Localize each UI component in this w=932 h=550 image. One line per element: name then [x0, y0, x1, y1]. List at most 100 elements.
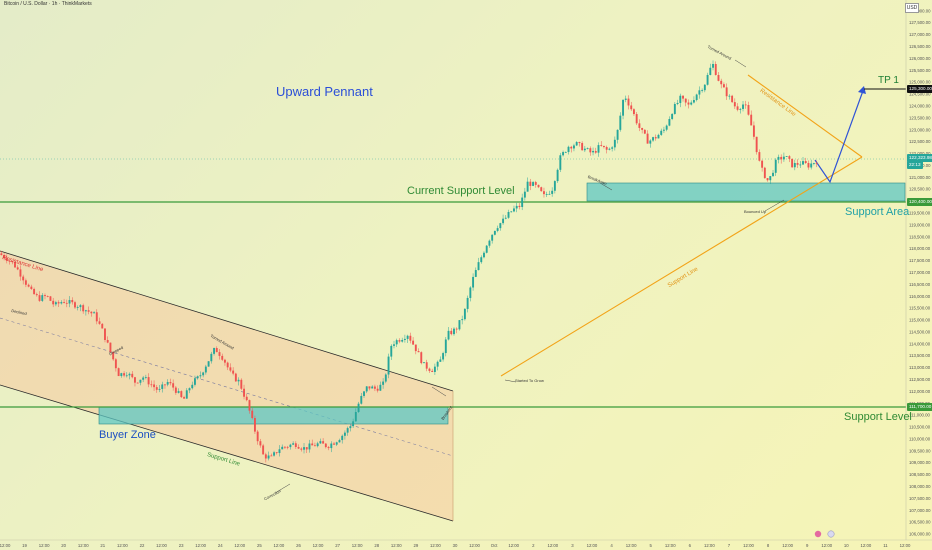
candle-body: [780, 156, 783, 160]
candle-body: [439, 359, 442, 362]
candle-body: [507, 212, 510, 218]
candle-body: [714, 63, 717, 75]
candle-body: [523, 191, 526, 198]
candle-body: [761, 160, 764, 168]
candle-body: [24, 280, 27, 285]
candle-body: [662, 129, 665, 131]
candle-body: [131, 373, 134, 378]
candle-body: [793, 163, 796, 168]
candle-body: [194, 378, 196, 385]
candle-body: [425, 362, 428, 369]
time-tick-label: Oct: [491, 543, 498, 548]
candle-body: [815, 163, 818, 164]
event-icon-1[interactable]: [814, 530, 822, 538]
candle-body: [496, 228, 499, 231]
candle-body: [283, 446, 286, 448]
candle-body: [245, 396, 248, 401]
channel-resistance-line[interactable]: [0, 250, 454, 392]
currency-button[interactable]: USD: [905, 3, 919, 13]
price-tick-label: 120,500.00: [909, 187, 931, 192]
candle-body: [213, 348, 215, 354]
buyer-zone-box[interactable]: [98, 406, 449, 425]
price-tick-label: 125,500.00: [909, 68, 931, 73]
candle-body: [791, 158, 794, 168]
candlestick-series: [0, 60, 818, 463]
price-tick-label: 122,500.00: [909, 139, 931, 144]
candle-body: [747, 105, 750, 115]
symbol-title: Bitcoin / U.S. Dollar · 1h · ThinkMarket…: [4, 1, 92, 7]
candle-body: [444, 339, 447, 354]
candle-body: [474, 270, 477, 277]
support-area-box[interactable]: [586, 182, 906, 202]
candle-body: [673, 103, 676, 114]
candle-body: [390, 345, 393, 357]
candle-body: [267, 455, 270, 459]
candle-body: [354, 411, 357, 422]
candle-body: [104, 328, 106, 340]
price-tick-label: 108,000.00: [909, 484, 931, 489]
projected-path[interactable]: [814, 87, 865, 184]
candle-body: [60, 302, 63, 304]
candle-body: [540, 187, 543, 192]
candle-body: [728, 95, 731, 97]
pennant-support-line[interactable]: [500, 156, 863, 377]
candle-body: [155, 387, 158, 390]
candle-body: [622, 99, 624, 116]
candle-body: [450, 330, 453, 335]
time-tick-label: 12:00: [665, 543, 676, 548]
candle-body: [365, 386, 368, 392]
price-tick-label: 122,000.00: [909, 151, 931, 156]
pennant-resistance-line[interactable]: [747, 74, 863, 158]
candle-body: [256, 431, 259, 442]
candle-body: [562, 152, 565, 156]
candle-body: [733, 102, 736, 107]
projection-arrowhead: [858, 86, 866, 94]
candle-body: [739, 108, 742, 110]
candle-body: [570, 146, 573, 149]
price-tick-label: 126,000.00: [909, 56, 931, 61]
time-tick-label: 3: [571, 543, 574, 548]
candle-body: [153, 384, 156, 388]
price-tick-label: 110,000.00: [909, 436, 931, 441]
price-tick-label: 108,500.00: [909, 472, 931, 477]
time-tick-label: 11: [883, 543, 888, 548]
price-axis[interactable]: 128,000.00 127,500.00 127,000.00 126,500.00…: [909, 8, 931, 536]
candle-body: [259, 441, 262, 446]
candle-body: [431, 370, 434, 372]
candle-body: [207, 361, 210, 367]
candle-body: [573, 145, 575, 149]
candle-body: [114, 359, 117, 369]
candle-body: [343, 432, 346, 436]
candle-body: [395, 340, 398, 345]
candle-body: [709, 67, 712, 75]
candle-body: [308, 443, 311, 450]
candle-body: [447, 330, 450, 340]
candle-body: [174, 387, 177, 393]
candle-body: [5, 258, 8, 261]
countdown-badge: 22:13: [907, 161, 923, 169]
event-icon-2[interactable]: [827, 530, 835, 538]
buyer-zone-label: Buyer Zone: [99, 429, 156, 441]
candle-body: [589, 148, 592, 153]
candle-body: [782, 156, 785, 160]
time-axis[interactable]: 12:00 19 12:00 20 12:00 21 12:00 22 12:00 23 12:00…: [0, 543, 911, 548]
candle-body: [223, 359, 226, 363]
candle-body: [215, 348, 218, 353]
candle-body: [229, 367, 232, 371]
price-tick-label: 126,500.00: [909, 44, 931, 49]
price-tick-label: 125,000.00: [909, 80, 931, 85]
price-tick-label: 114,000.00: [909, 341, 931, 346]
candle-body: [371, 386, 374, 389]
candle-body: [382, 381, 385, 385]
candle-body: [731, 95, 734, 103]
candle-body: [357, 403, 360, 412]
candle-body: [772, 172, 774, 177]
candle-body: [611, 147, 614, 149]
candle-body: [752, 125, 755, 137]
channel-support-line[interactable]: [0, 384, 454, 522]
candle-body: [398, 340, 401, 342]
candle-body: [324, 443, 327, 448]
time-tick-label: 20: [61, 543, 66, 548]
candle-body: [769, 176, 772, 181]
